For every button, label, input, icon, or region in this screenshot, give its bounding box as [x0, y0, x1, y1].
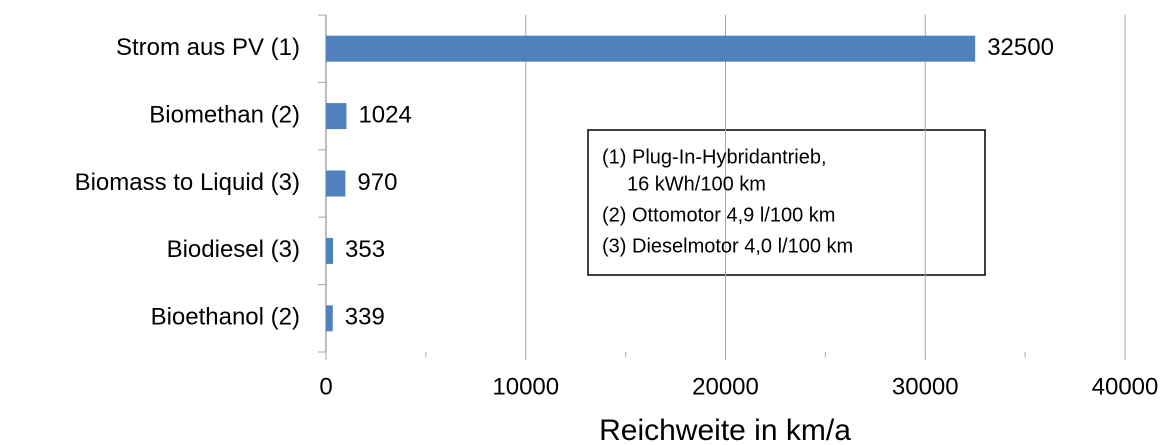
- x-axis-label: Reichweite in km/a: [599, 414, 851, 445]
- y-tick-label: Strom aus PV (1): [116, 34, 300, 61]
- note-text: 16 kWh/100 km: [627, 173, 766, 195]
- note-text: (3) Dieselmotor 4,0 l/100 km: [602, 235, 853, 257]
- x-tick-label: 20000: [692, 373, 759, 400]
- y-tick-label: Biomethan (2): [149, 101, 300, 128]
- note-box: [587, 129, 986, 276]
- y-tick-label: Bioethanol (2): [151, 304, 300, 331]
- value-label: 339: [345, 304, 385, 331]
- value-label: 32500: [987, 34, 1054, 61]
- note-text: (2) Ottomotor 4,9 l/100 km: [602, 204, 835, 226]
- x-tick-label: 30000: [892, 373, 959, 400]
- bar: [326, 305, 333, 332]
- x-tick-label: 40000: [1092, 373, 1159, 400]
- y-tick-label: Biomass to Liquid (3): [75, 169, 300, 196]
- note-text: (1) Plug-In-Hybridantrieb,: [602, 146, 827, 168]
- bar: [326, 237, 334, 264]
- y-tick-label: Biodiesel (3): [167, 236, 300, 263]
- x-tick-label: 10000: [492, 373, 559, 400]
- bar: [326, 35, 976, 62]
- value-label: 970: [357, 169, 397, 196]
- x-tick-label: 0: [319, 373, 332, 400]
- value-label: 353: [345, 236, 385, 263]
- value-label: 1024: [358, 101, 411, 128]
- bar: [326, 103, 347, 130]
- bar: [326, 170, 346, 197]
